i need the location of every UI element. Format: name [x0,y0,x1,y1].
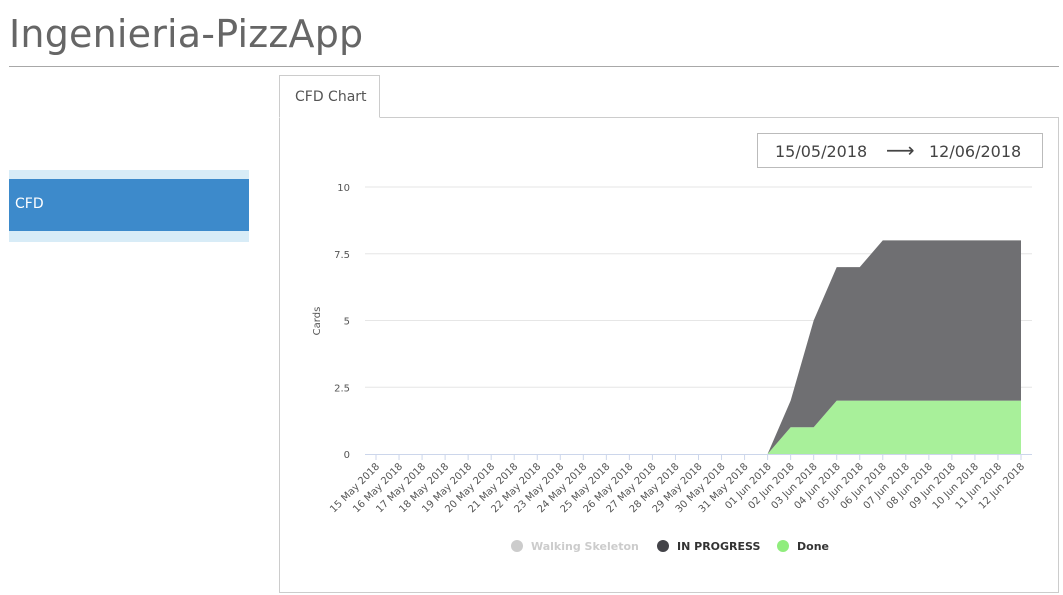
y-tick-label: 10 [337,183,350,194]
y-axis-label: Cards [312,307,323,336]
app-title: Ingenieria-PizzApp [9,12,364,56]
area-done [376,400,1021,454]
y-axis-ticks: 0 2.5 5 7.5 10 [334,183,350,461]
sidebar-item-label: CFD [15,196,44,212]
sidebar-item-highlight: CFD [9,179,249,231]
tab-cfd-chart[interactable]: CFD Chart [279,75,380,118]
y-tick-label: 2.5 [334,383,350,394]
legend-marker [657,540,669,552]
date-range-picker[interactable]: 15/05/2018 ⟶ 12/06/2018 [757,133,1043,168]
area-in-progress [376,240,1021,454]
date-from: 15/05/2018 [775,142,868,161]
chart-areas [376,240,1021,454]
legend-label[interactable]: IN PROGRESS [677,540,760,553]
legend-marker [777,540,789,552]
date-to: 12/06/2018 [929,142,1022,161]
legend-marker [511,540,523,552]
title-divider [9,66,1059,67]
legend-label[interactable]: Walking Skeleton [531,540,639,553]
chart-legend: Walking Skeleton IN PROGRESS Done [511,540,829,553]
arrow-right-icon: ⟶ [886,138,915,162]
y-tick-label: 5 [344,317,350,328]
y-tick-label: 7.5 [334,250,350,261]
legend-label[interactable]: Done [797,540,829,553]
y-tick-label: 0 [344,450,350,461]
tab-label: CFD Chart [295,89,367,105]
sidebar-item-cfd[interactable]: CFD [9,170,249,242]
